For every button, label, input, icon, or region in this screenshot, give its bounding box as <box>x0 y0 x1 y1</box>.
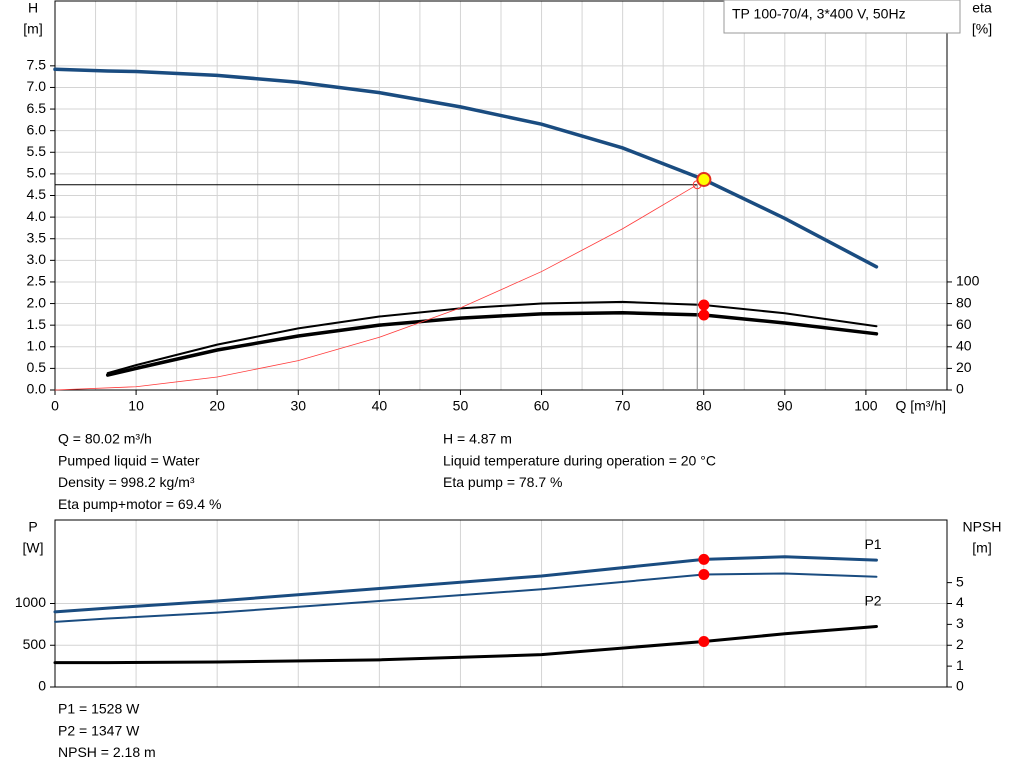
annotation: P2 = 1347 W <box>58 722 140 738</box>
y-tick-label: 0.0 <box>27 381 47 397</box>
duty-point <box>698 569 710 581</box>
x-tick-label: 30 <box>290 398 306 414</box>
y-axis-label: H <box>28 0 38 16</box>
annotation: Pumped liquid = Water <box>58 452 200 468</box>
y2-axis-unit: [%] <box>972 21 992 37</box>
y-tick-label: 5.0 <box>27 165 47 181</box>
annotation: H = 4.87 m <box>443 431 512 447</box>
y-tick-label: 0.5 <box>27 359 47 375</box>
y-tick-label: 1.0 <box>27 337 47 353</box>
series-line <box>54 184 698 391</box>
annotation: NPSH = 2.18 m <box>58 744 156 760</box>
annotation: P1 = 1528 W <box>58 701 140 717</box>
annotation: Eta pump = 78.7 % <box>443 474 562 490</box>
annotation: Q = 80.02 m³/h <box>58 431 152 447</box>
annotation: Eta pump+motor = 69.4 % <box>58 496 221 512</box>
y-axis-label: P <box>28 519 37 535</box>
y2-tick-label: 2 <box>956 636 964 652</box>
x-tick-label: 20 <box>209 398 225 414</box>
y-tick-label: 500 <box>23 636 47 652</box>
y-tick-label: 2.0 <box>27 294 47 310</box>
y2-tick-label: 5 <box>956 573 964 589</box>
y-tick-label: 3.5 <box>27 229 47 245</box>
x-tick-label: 0 <box>51 398 59 414</box>
y-tick-label: 4.5 <box>27 186 47 202</box>
duty-point <box>698 309 710 321</box>
y2-tick-label: 40 <box>956 337 972 353</box>
x-tick-label: 80 <box>696 398 712 414</box>
duty-point <box>698 635 710 647</box>
y-tick-label: 3.0 <box>27 251 47 267</box>
y2-tick-label: 0 <box>956 678 964 694</box>
title-box <box>723 0 961 34</box>
y-axis-unit: [m] <box>23 21 42 37</box>
series-line <box>105 310 879 377</box>
x-tick-label: 70 <box>615 398 631 414</box>
y-tick-label: 6.0 <box>27 121 47 137</box>
x-tick-label: 40 <box>372 398 388 414</box>
x-tick-label: 10 <box>128 398 144 414</box>
y2-tick-label: 20 <box>956 359 972 375</box>
annotation: Liquid temperature during operation = 20… <box>443 452 716 468</box>
chart-title: TP 100-70/4, 3*400 V, 50Hz <box>732 6 906 22</box>
y-tick-label: 0 <box>38 678 46 694</box>
y-tick-label: 6.5 <box>27 100 47 116</box>
series-line <box>53 67 879 269</box>
series-line <box>106 300 878 375</box>
duty-point <box>698 299 710 311</box>
y-axis-unit: [W] <box>23 540 44 556</box>
series-label: P2 <box>864 592 881 608</box>
series-line <box>54 572 878 623</box>
y2-tick-label: 60 <box>956 316 972 332</box>
y-tick-label: 4.0 <box>27 208 47 224</box>
series-line <box>53 555 878 614</box>
y2-axis-label: eta <box>972 0 992 16</box>
y2-tick-label: 0 <box>956 381 964 397</box>
y-tick-label: 1.5 <box>27 316 47 332</box>
duty-point <box>698 553 710 565</box>
series-label: P1 <box>864 536 881 552</box>
y2-tick-label: 4 <box>956 594 964 610</box>
y-tick-label: 1000 <box>15 594 46 610</box>
y-tick-label: 7.5 <box>27 57 47 73</box>
x-tick-label: 100 <box>854 398 878 414</box>
x-tick-label: 90 <box>777 398 793 414</box>
duty-point <box>696 172 712 188</box>
y-tick-label: 5.5 <box>27 143 47 159</box>
y2-axis-label: NPSH <box>963 519 1002 535</box>
y2-tick-label: 1 <box>956 657 964 673</box>
y2-tick-label: 3 <box>956 615 964 631</box>
series-line <box>53 624 878 665</box>
x-axis-label: Q [m³/h] <box>895 398 946 414</box>
y-tick-label: 7.0 <box>27 78 47 94</box>
y2-tick-label: 100 <box>956 273 980 289</box>
annotation: Density = 998.2 kg/m³ <box>58 474 195 490</box>
y2-tick-label: 80 <box>956 294 972 310</box>
y2-axis-unit: [m] <box>972 540 991 556</box>
y-tick-label: 2.5 <box>27 273 47 289</box>
x-tick-label: 50 <box>453 398 469 414</box>
x-tick-label: 60 <box>534 398 550 414</box>
